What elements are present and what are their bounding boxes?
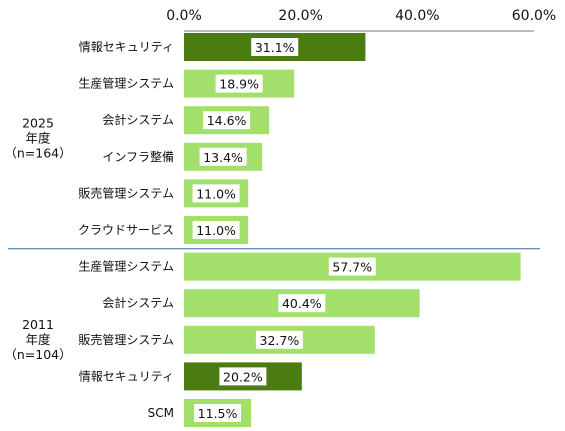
group-label: （n=164） — [4, 146, 71, 161]
data-label: 31.1% — [255, 40, 295, 55]
x-tick-label: 0.0% — [166, 8, 202, 24]
data-label-box — [215, 74, 263, 93]
group-label: 2011 — [22, 317, 54, 332]
data-label-box — [328, 257, 376, 276]
data-label: 14.6% — [207, 113, 247, 128]
x-tick-label: 20.0% — [278, 8, 322, 24]
group-label: 年度 — [25, 131, 51, 146]
category-label: 情報セキュリティ — [79, 369, 174, 383]
category-label: 販売管理システム — [78, 185, 174, 200]
data-label: 11.0% — [196, 186, 236, 201]
category-label: インフラ整備 — [102, 149, 174, 164]
category-label: クラウドサービス — [78, 223, 174, 237]
data-label: 32.7% — [260, 333, 300, 348]
category-label: SCM — [148, 406, 174, 420]
group-label: 2025 — [22, 116, 54, 131]
data-label-box — [255, 330, 303, 349]
category-label: 生産管理システム — [78, 259, 174, 274]
data-label: 11.0% — [196, 223, 236, 238]
data-label: 13.4% — [203, 150, 243, 165]
data-label: 20.2% — [223, 369, 263, 384]
data-label-box — [192, 221, 240, 239]
data-label-box — [199, 147, 247, 166]
group-label: （n=104） — [4, 347, 71, 362]
data-label: 40.4% — [282, 296, 322, 311]
data-label: 57.7% — [332, 260, 372, 275]
data-label-box — [192, 184, 240, 203]
category-label: 会計システム — [102, 295, 174, 310]
data-label-box — [251, 38, 299, 56]
data-label-box — [219, 367, 267, 386]
x-tick-label: 40.0% — [395, 8, 439, 24]
data-label-box — [278, 294, 326, 313]
data-label: 18.9% — [219, 77, 259, 92]
category-label: 販売管理システム — [78, 332, 174, 347]
category-label: 情報セキュリティ — [79, 40, 174, 54]
data-label-box — [203, 111, 251, 130]
group-label: 年度 — [25, 332, 51, 347]
category-label: 生産管理システム — [78, 76, 174, 91]
data-label: 11.5% — [198, 406, 238, 421]
x-tick-label: 60.0% — [512, 8, 556, 24]
category-label: 会計システム — [102, 112, 174, 127]
data-label-box — [194, 404, 242, 422]
